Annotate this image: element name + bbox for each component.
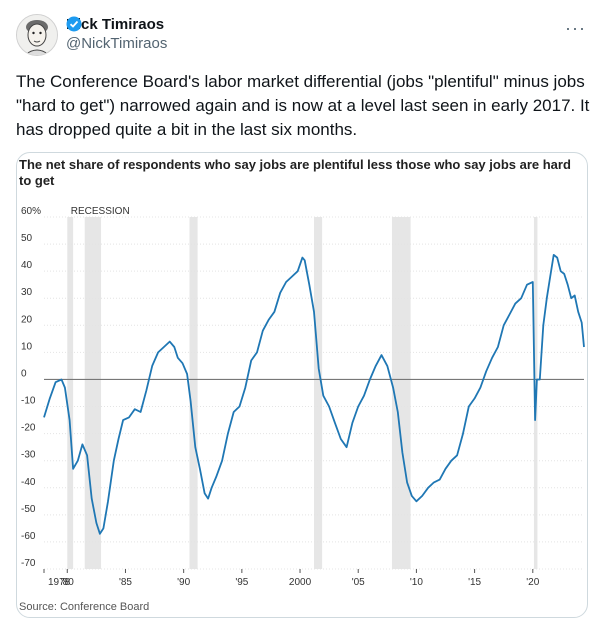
- y-tick-label-0: 60%: [21, 206, 41, 217]
- x-tick-label-2: '85: [119, 577, 132, 588]
- x-tick-label-7: '10: [410, 577, 423, 588]
- y-tick-label-9: -30: [21, 450, 36, 461]
- y-tick-label-1: 50: [21, 233, 33, 244]
- y-tick-label-10: -40: [21, 477, 36, 488]
- chart-card[interactable]: The net share of respondents who say job…: [16, 152, 588, 618]
- x-tick-label-1: '80: [61, 577, 74, 588]
- avatar[interactable]: [16, 14, 58, 56]
- y-tick-label-4: 20: [21, 314, 33, 325]
- x-tick-label-9: '20: [526, 577, 539, 588]
- x-tick-label-6: '05: [352, 577, 365, 588]
- x-tick-label-3: '90: [177, 577, 190, 588]
- recession-band-2: [189, 217, 198, 569]
- y-tick-label-2: 40: [21, 260, 33, 271]
- y-tick-label-6: 0: [21, 368, 27, 379]
- x-tick-label-8: '15: [468, 577, 481, 588]
- recession-band-1: [84, 217, 102, 569]
- series-line: [43, 254, 585, 535]
- x-tick-label-4: '95: [235, 577, 248, 588]
- tweet-text: The Conference Board's labor market diff…: [16, 72, 590, 139]
- y-tick-label-5: 10: [21, 341, 33, 352]
- chart-title: The net share of respondents who say job…: [19, 157, 571, 188]
- y-tick-label-12: -60: [21, 531, 36, 542]
- y-tick-label-3: 30: [21, 287, 33, 298]
- x-tick-label-5: 2000: [289, 577, 312, 588]
- author-block: Nick Timiraos @NickTimiraos: [66, 16, 168, 52]
- y-tick-label-7: -10: [21, 396, 36, 407]
- author-handle[interactable]: @NickTimiraos: [66, 35, 168, 52]
- more-options-icon[interactable]: ···: [565, 18, 586, 38]
- recession-band-3: [314, 217, 323, 569]
- chart-svg: RECESSION 60% 50 40 30 20 10 0 -10 -20 -30 -40 -50 -6…: [21, 206, 585, 588]
- author-name[interactable]: Nick Timiraos: [66, 16, 165, 33]
- recession-band-4: [391, 217, 411, 569]
- chart-source: Source: Conference Board: [19, 601, 150, 613]
- y-tick-label-11: -50: [21, 504, 36, 515]
- y-tick-label-13: -70: [21, 558, 36, 569]
- y-tick-label-8: -20: [21, 423, 36, 434]
- recession-band-0: [67, 217, 74, 569]
- recession-label: RECESSION: [71, 206, 130, 217]
- x-tick-label-0: 1978: [48, 577, 71, 588]
